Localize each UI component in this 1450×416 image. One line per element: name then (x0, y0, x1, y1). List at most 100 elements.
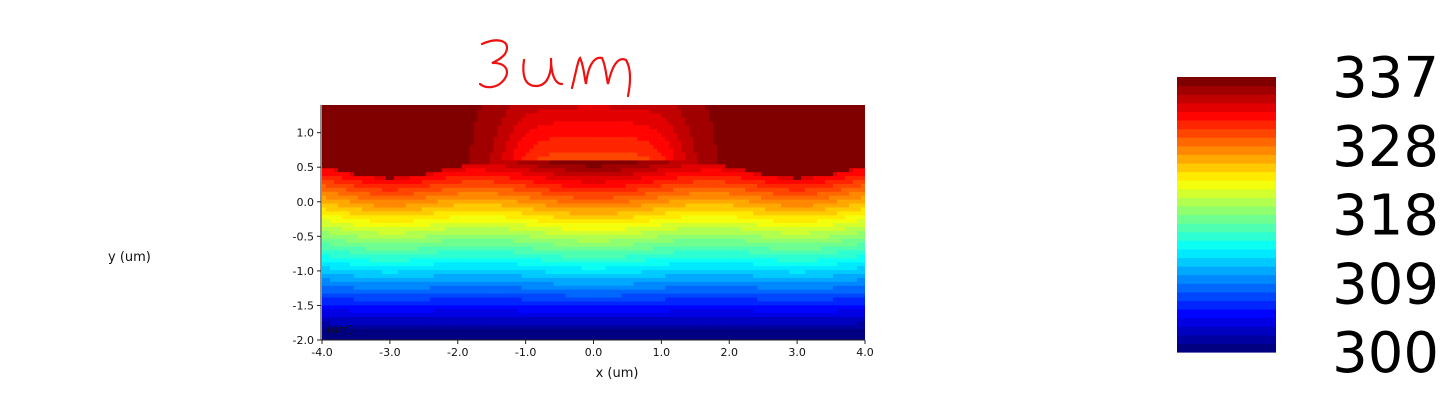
heatmap-cell (625, 289, 631, 294)
heatmap-cell (365, 249, 371, 255)
heatmap-cell (633, 128, 639, 134)
heatmap-cell (413, 320, 419, 325)
heatmap-cell (477, 183, 483, 188)
heatmap-cell (549, 289, 555, 294)
heatmap-cell (609, 206, 615, 212)
heatmap-cell (341, 234, 347, 239)
heatmap-cell (517, 332, 523, 337)
heatmap-cell (481, 108, 487, 114)
heatmap-cell (341, 206, 347, 212)
heatmap-cell (457, 167, 463, 173)
heatmap-cell (381, 320, 387, 325)
heatmap-cell (513, 148, 519, 153)
heatmap-cell (597, 222, 603, 228)
heatmap-cell (357, 289, 363, 294)
heatmap-cell (337, 222, 343, 228)
heatmap-cell (517, 171, 523, 177)
heatmap-cell (577, 257, 583, 263)
heatmap-cell (597, 312, 603, 318)
heatmap-cell (545, 226, 551, 231)
heatmap-cell (473, 105, 479, 110)
heatmap-cell (457, 163, 463, 169)
heatmap-cell (501, 226, 507, 231)
heatmap-cell (589, 269, 595, 275)
heatmap-cell (557, 108, 563, 114)
heatmap-cell (637, 183, 643, 188)
heatmap-cell (605, 308, 611, 314)
heatmap-cell (525, 336, 531, 340)
heatmap-cell (433, 234, 439, 239)
heatmap-cell (485, 155, 491, 161)
heatmap-cell (613, 152, 619, 157)
heatmap-cell (389, 120, 395, 126)
heatmap-cell (361, 195, 367, 200)
heatmap-cell (553, 155, 559, 161)
heatmap-cell (457, 296, 463, 302)
heatmap-cell (409, 155, 415, 161)
heatmap-cell (373, 285, 379, 290)
heatmap-cell (341, 136, 347, 141)
heatmap-cell (621, 281, 627, 286)
heatmap-cell (397, 210, 403, 216)
heatmap-cell (437, 296, 443, 302)
heatmap-cell (365, 300, 371, 306)
heatmap-cell (501, 112, 507, 118)
heatmap-cell (557, 179, 563, 184)
heatmap-cell (521, 230, 527, 235)
heatmap-cell (493, 269, 499, 275)
heatmap-cell (385, 179, 391, 184)
heatmap-cell (601, 316, 607, 322)
heatmap-cell (533, 332, 539, 337)
heatmap-cell (597, 179, 603, 184)
heatmap-cell (429, 206, 435, 212)
heatmap-cell (465, 187, 471, 192)
heatmap-cell (601, 246, 607, 251)
heatmap-cell (461, 269, 467, 275)
heatmap-cell (421, 285, 427, 290)
heatmap-cell (385, 175, 391, 181)
heatmap-cell (637, 187, 643, 192)
heatmap-cell (405, 218, 411, 224)
heatmap-cell (345, 206, 351, 212)
heatmap-cell (425, 281, 431, 286)
heatmap-cell (589, 222, 595, 228)
heatmap-cell (345, 296, 351, 302)
heatmap-cell (357, 230, 363, 235)
heatmap-cell (361, 265, 367, 271)
heatmap-cell (529, 312, 535, 318)
heatmap-cell (541, 124, 547, 130)
heatmap-cell (381, 105, 387, 110)
heatmap-cell (513, 320, 519, 325)
heatmap-cell (473, 261, 479, 267)
heatmap-cell (565, 332, 571, 337)
heatmap-cell (541, 304, 547, 310)
heatmap-cell (581, 277, 587, 282)
heatmap-cell (421, 300, 427, 306)
heatmap-cell (529, 277, 535, 282)
heatmap-cell (381, 136, 387, 141)
heatmap-cell (485, 116, 491, 122)
heatmap-cell (322, 148, 327, 153)
heatmap-cell (377, 206, 383, 212)
heatmap-cell (465, 159, 471, 165)
heatmap-cell (373, 163, 379, 169)
heatmap-cell (561, 136, 567, 141)
heatmap-cell (349, 328, 355, 333)
heatmap-cell (433, 171, 439, 177)
heatmap-cell (617, 230, 623, 235)
heatmap-cell (469, 265, 475, 271)
heatmap-cell (385, 159, 391, 165)
heatmap-cell (361, 128, 367, 134)
heatmap-cell (501, 199, 507, 204)
heatmap-cell (433, 289, 439, 294)
heatmap-cell (397, 304, 403, 310)
heatmap-cell (369, 257, 375, 263)
heatmap-cell (625, 265, 631, 271)
heatmap-cell (497, 328, 503, 333)
heatmap-cell (553, 148, 559, 153)
heatmap-cell (541, 238, 547, 243)
heatmap-cell (397, 308, 403, 314)
heatmap-cell (613, 199, 619, 204)
heatmap-cell (565, 242, 571, 247)
heatmap-cell (525, 108, 531, 114)
